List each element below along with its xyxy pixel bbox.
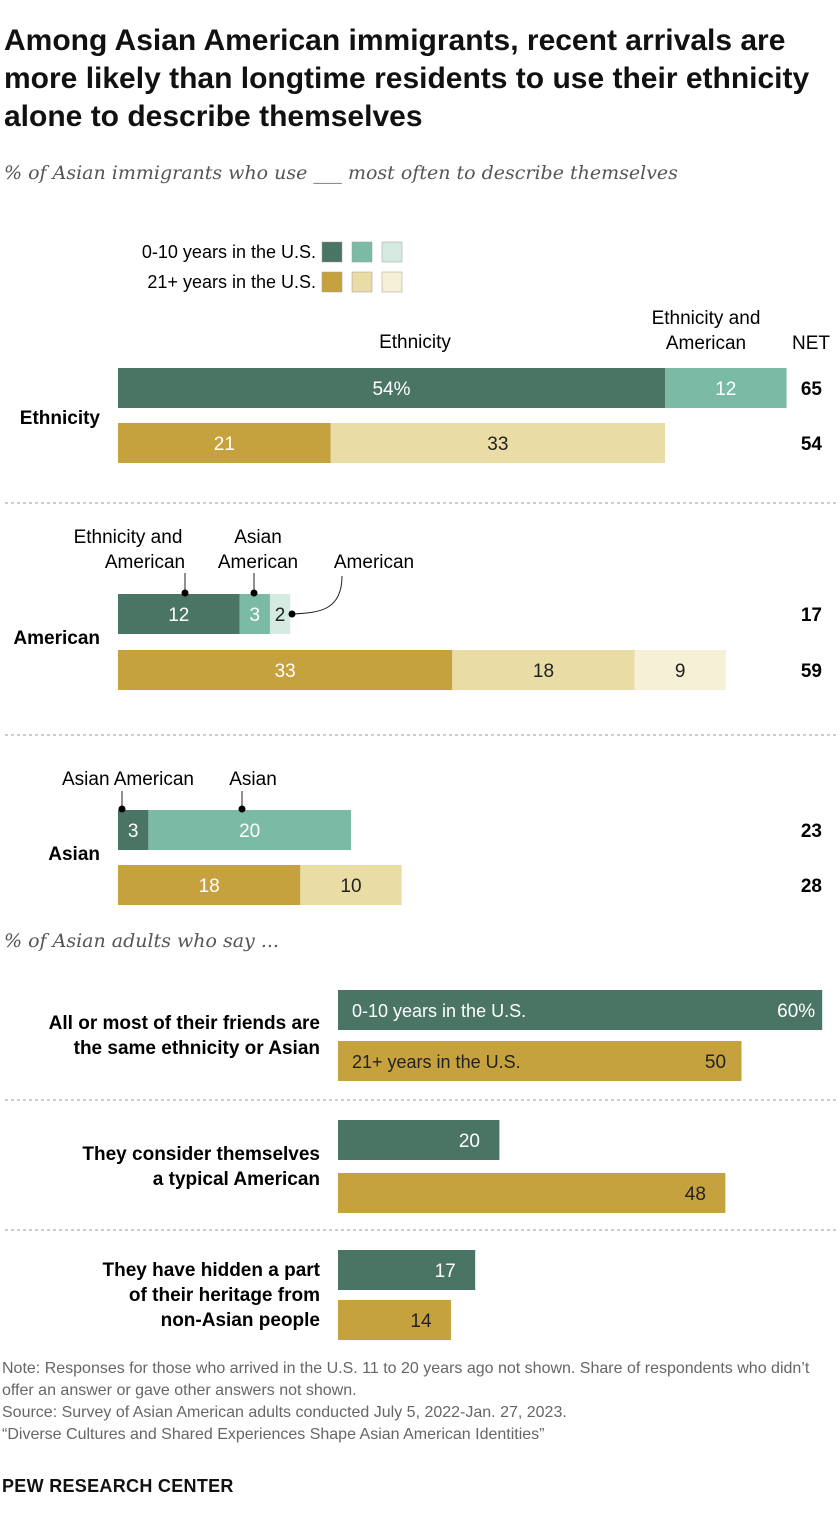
bar-segment bbox=[330, 423, 666, 463]
brand-logo-text: PEW RESEARCH CENTER bbox=[2, 1476, 234, 1496]
bar-value-label: 18 bbox=[533, 661, 554, 682]
callout-label: American bbox=[334, 552, 414, 573]
legend-swatch bbox=[321, 271, 343, 293]
bar-segment bbox=[118, 594, 240, 634]
bar-value-label: 60% bbox=[777, 1001, 815, 1022]
bar-segment bbox=[118, 865, 301, 905]
bar-segment bbox=[269, 594, 291, 634]
bar-value-label: 9 bbox=[675, 661, 686, 682]
callout-dot bbox=[250, 589, 258, 597]
segment-header: Ethnicity bbox=[379, 332, 451, 353]
bar-value-label: 14 bbox=[410, 1311, 432, 1332]
bar-value-label: 3 bbox=[128, 821, 139, 842]
callout-label: Asian bbox=[229, 769, 277, 790]
in-bar-series-label: 21+ years in the U.S. bbox=[352, 1052, 521, 1072]
chart-title: Among Asian American immigrants, recent … bbox=[4, 24, 810, 133]
legend-swatch bbox=[351, 271, 373, 293]
group-label: American bbox=[13, 628, 100, 649]
net-value: 59 bbox=[801, 661, 822, 682]
callout-label: American bbox=[105, 552, 185, 573]
legend-swatch bbox=[381, 241, 403, 263]
bar bbox=[338, 1300, 451, 1340]
category-label: a typical American bbox=[153, 1169, 320, 1190]
callout-label: Asian bbox=[234, 527, 282, 548]
bar bbox=[338, 990, 823, 1030]
legend-swatch bbox=[321, 241, 343, 263]
bar-value-label: 20 bbox=[459, 1131, 480, 1152]
legend-label: 0-10 years in the U.S. bbox=[142, 242, 316, 262]
segment-header: American bbox=[666, 333, 746, 354]
chart-subtitle: % of Asian immigrants who use ___ most o… bbox=[4, 162, 678, 184]
net-value: 17 bbox=[801, 605, 822, 626]
callout-label: Ethnicity and bbox=[74, 527, 183, 548]
category-label: of their heritage from bbox=[129, 1285, 320, 1306]
bar-segment bbox=[300, 865, 402, 905]
bar-value-label: 10 bbox=[340, 876, 361, 897]
source-text: Source: Survey of Asian American adults … bbox=[2, 1404, 567, 1421]
callout-line bbox=[291, 575, 343, 615]
chart-subtitle-2: % of Asian adults who say ... bbox=[4, 930, 279, 952]
callout-label: Asian American bbox=[62, 769, 194, 790]
bar-value-label: 50 bbox=[705, 1052, 726, 1073]
bar bbox=[338, 1041, 742, 1081]
bar-segment bbox=[634, 650, 726, 690]
bar-segment bbox=[118, 650, 453, 690]
group-label: Ethnicity bbox=[20, 408, 101, 429]
bar-value-label: 54% bbox=[372, 379, 410, 400]
in-bar-series-label: 0-10 years in the U.S. bbox=[352, 1001, 526, 1021]
note-text: Note: Responses for those who arrived in… bbox=[2, 1360, 810, 1399]
callout-dot bbox=[288, 610, 296, 618]
net-value: 23 bbox=[801, 821, 822, 842]
bar-value-label: 21 bbox=[214, 434, 235, 455]
bar bbox=[338, 1173, 726, 1213]
bar-value-label: 18 bbox=[199, 876, 220, 897]
category-label: All or most of their friends are bbox=[49, 1013, 320, 1034]
category-label: They have hidden a part bbox=[103, 1260, 321, 1281]
callout-dot bbox=[238, 805, 246, 813]
chart-notes: Note: Responses for those who arrived in… bbox=[2, 1358, 832, 1446]
callout-dot bbox=[118, 805, 126, 813]
callout-label: American bbox=[218, 552, 298, 573]
bar-value-label: 33 bbox=[487, 434, 508, 455]
bar-value-label: 12 bbox=[168, 605, 189, 626]
bar-value-label: 33 bbox=[275, 661, 296, 682]
bar-segment bbox=[665, 368, 787, 408]
legend-label: 21+ years in the U.S. bbox=[147, 272, 316, 292]
bar bbox=[338, 1250, 476, 1290]
callout-dot bbox=[181, 589, 189, 597]
category-label: They consider themselves bbox=[82, 1144, 320, 1165]
category-label: the same ethnicity or Asian bbox=[74, 1038, 320, 1059]
bar-segment bbox=[118, 810, 149, 850]
bar-value-label: 17 bbox=[435, 1261, 456, 1282]
bar-segment bbox=[118, 423, 331, 463]
bar-value-label: 48 bbox=[685, 1184, 706, 1205]
bar-value-label: 12 bbox=[715, 379, 736, 400]
net-value: 65 bbox=[801, 379, 823, 400]
net-value: 28 bbox=[801, 876, 822, 897]
bar-segment bbox=[148, 810, 351, 850]
legend-swatch bbox=[351, 241, 373, 263]
bar-segment bbox=[118, 368, 666, 408]
bar-segment bbox=[239, 594, 270, 634]
category-label: non-Asian people bbox=[161, 1310, 320, 1331]
group-label: Asian bbox=[48, 844, 100, 865]
segment-header: Ethnicity and bbox=[652, 308, 761, 329]
bar-value-label: 3 bbox=[249, 605, 260, 626]
net-header: NET bbox=[792, 333, 830, 354]
bar-value-label: 20 bbox=[239, 821, 260, 842]
legend-swatch bbox=[381, 271, 403, 293]
bar-segment bbox=[452, 650, 635, 690]
bar bbox=[338, 1120, 500, 1160]
net-value: 54 bbox=[801, 434, 823, 455]
bar-value-label: 2 bbox=[275, 605, 286, 626]
report-text: “Diverse Cultures and Shared Experiences… bbox=[2, 1426, 545, 1443]
